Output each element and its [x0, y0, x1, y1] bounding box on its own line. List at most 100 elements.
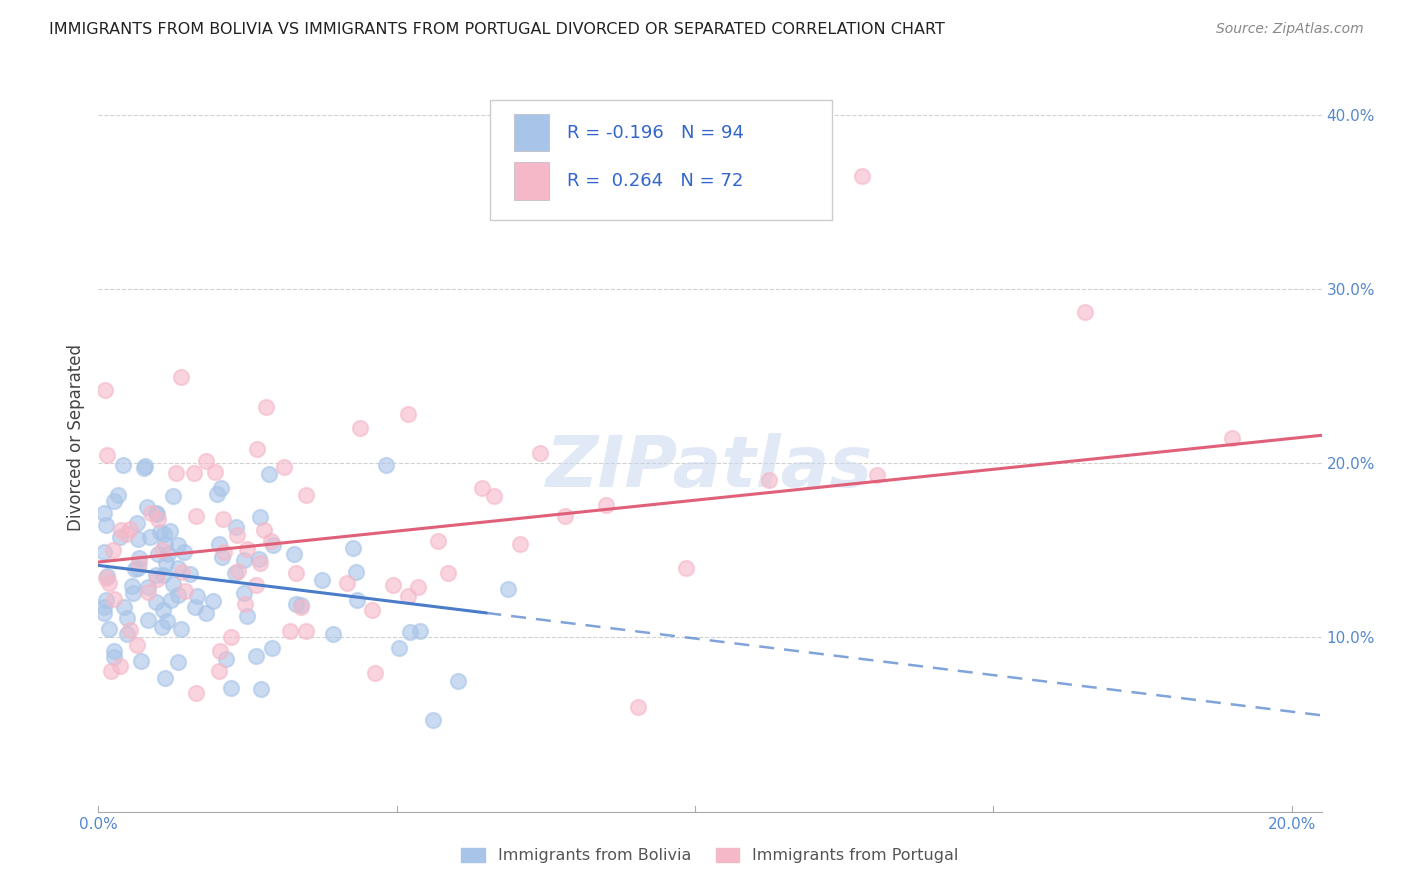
Point — [127, 532, 149, 546]
Point — [179, 566, 201, 581]
Point — [851, 169, 873, 183]
Point — [165, 466, 187, 480]
Point — [471, 481, 494, 495]
Point — [122, 586, 145, 600]
Point — [152, 568, 174, 582]
Point — [145, 568, 167, 582]
Point — [160, 592, 183, 607]
Point — [153, 527, 176, 541]
Point — [209, 644, 232, 658]
Point — [173, 545, 195, 559]
Point — [148, 512, 170, 526]
Point — [118, 522, 141, 536]
Point — [138, 580, 160, 594]
Point — [124, 562, 146, 576]
Point — [103, 644, 125, 658]
Point — [215, 651, 238, 665]
Point — [361, 603, 384, 617]
FancyBboxPatch shape — [515, 114, 548, 152]
Point — [212, 512, 235, 526]
Point — [290, 598, 312, 612]
Point — [758, 473, 780, 487]
Point — [183, 466, 205, 480]
Point — [103, 542, 125, 557]
Point — [273, 459, 295, 474]
Point — [93, 506, 115, 520]
Point — [145, 506, 167, 520]
Point — [484, 489, 506, 503]
Point — [219, 681, 242, 696]
Point — [595, 499, 617, 513]
Point — [115, 626, 138, 640]
Point — [208, 665, 231, 679]
Point — [509, 537, 531, 551]
Point — [236, 542, 259, 557]
Point — [112, 458, 135, 472]
Point — [675, 561, 697, 575]
Point — [150, 619, 173, 633]
Point — [156, 614, 179, 628]
Point — [626, 700, 648, 714]
Point — [93, 599, 115, 614]
Point — [127, 560, 149, 574]
Point — [195, 607, 218, 621]
Point — [100, 664, 122, 678]
Point — [134, 458, 156, 473]
Point — [167, 588, 190, 602]
Text: ZIPatlas: ZIPatlas — [547, 433, 873, 501]
Point — [866, 468, 889, 483]
Point — [125, 516, 148, 531]
Point — [225, 520, 247, 534]
Point — [295, 624, 318, 638]
Point — [136, 613, 159, 627]
Point — [245, 577, 267, 591]
Point — [344, 565, 367, 579]
Point — [97, 622, 120, 636]
Point — [254, 401, 277, 415]
Point — [294, 488, 316, 502]
Point — [246, 442, 269, 457]
Point — [406, 580, 429, 594]
Point — [205, 486, 228, 500]
Point — [186, 509, 208, 524]
Point — [167, 561, 190, 575]
Point — [132, 460, 155, 475]
Text: R =  0.264   N = 72: R = 0.264 N = 72 — [567, 172, 744, 190]
Point — [399, 625, 422, 640]
Point — [110, 523, 132, 537]
Point — [1074, 305, 1097, 319]
Point — [120, 623, 142, 637]
Point — [103, 592, 125, 607]
Point — [146, 507, 169, 521]
Point — [202, 594, 225, 608]
Point — [153, 536, 176, 550]
Point — [115, 527, 138, 541]
Point — [96, 592, 118, 607]
Point — [260, 534, 283, 549]
Point — [159, 524, 181, 538]
Point — [108, 530, 131, 544]
Point — [259, 467, 281, 482]
Point — [153, 671, 176, 685]
Point — [554, 509, 576, 524]
Point — [447, 674, 470, 689]
Point — [103, 494, 125, 508]
Point — [146, 547, 169, 561]
Point — [364, 666, 387, 681]
Point — [96, 571, 118, 585]
Point — [284, 566, 307, 580]
Point — [209, 481, 232, 495]
Point — [260, 641, 283, 656]
Point — [167, 538, 190, 552]
Point — [94, 384, 117, 398]
Point — [170, 622, 193, 636]
Point — [245, 648, 267, 663]
Point — [311, 573, 333, 587]
Point — [249, 510, 271, 524]
Point — [1220, 431, 1243, 445]
Point — [139, 531, 162, 545]
Text: IMMIGRANTS FROM BOLIVIA VS IMMIGRANTS FROM PORTUGAL DIVORCED OR SEPARATED CORREL: IMMIGRANTS FROM BOLIVIA VS IMMIGRANTS FR… — [49, 22, 945, 37]
Point — [422, 713, 444, 727]
Point — [170, 369, 193, 384]
Point — [162, 577, 184, 591]
